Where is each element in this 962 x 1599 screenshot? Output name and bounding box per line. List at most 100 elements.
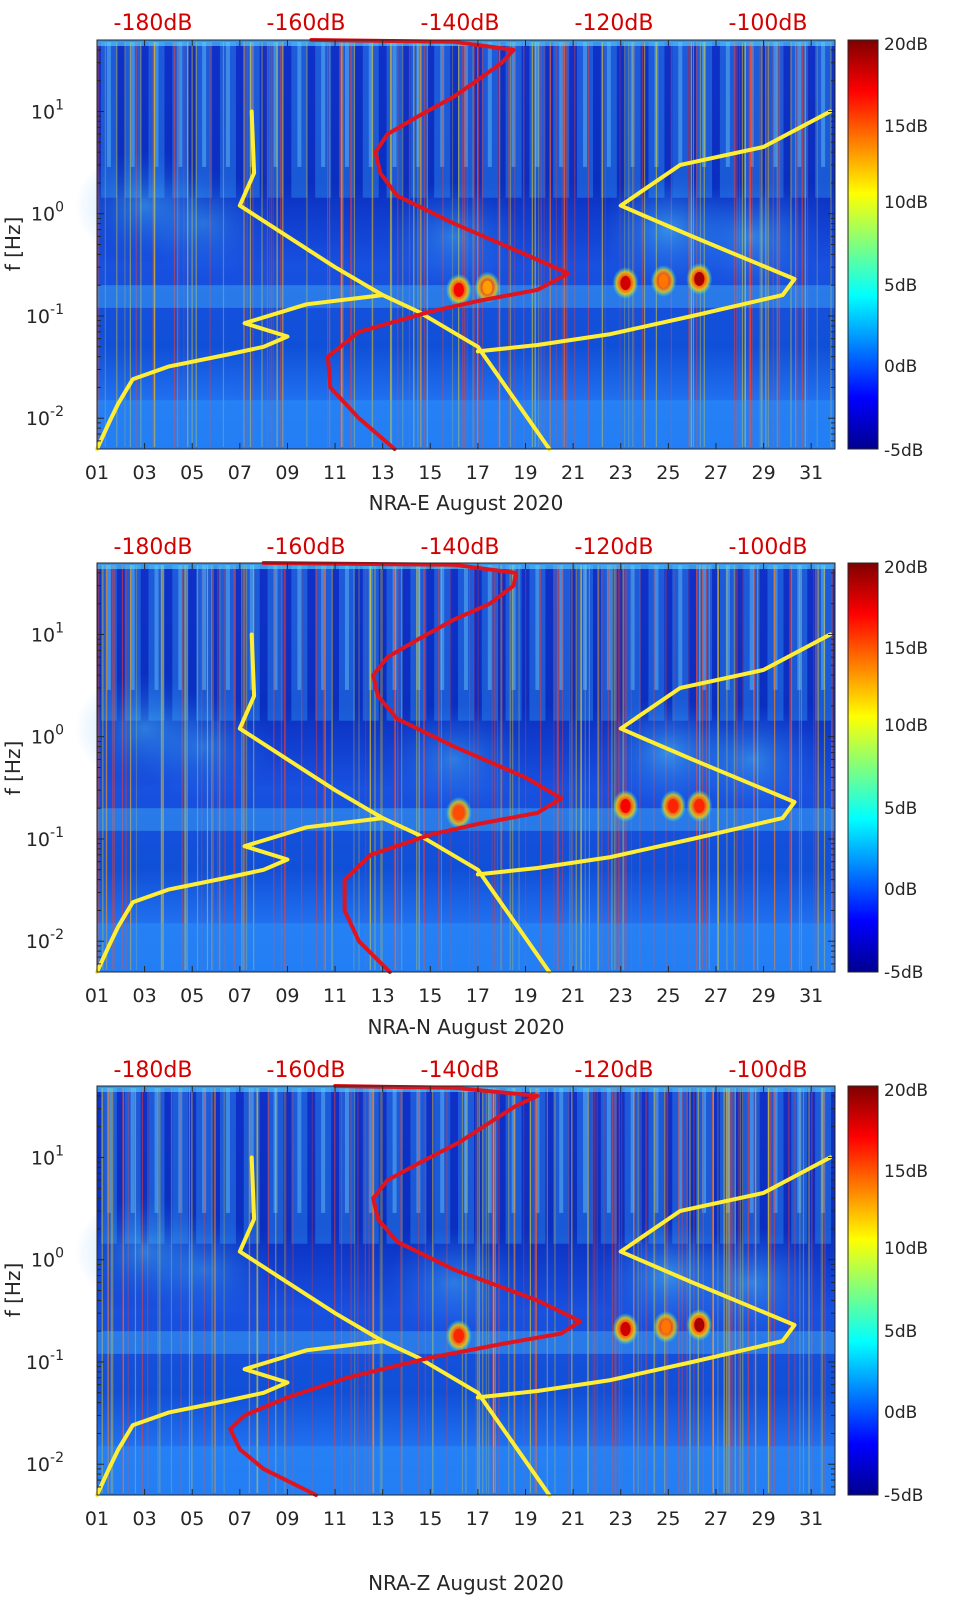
transient-line	[535, 1088, 537, 1493]
diurnal-streak	[416, 1088, 421, 1213]
y-tick-exponent: -2	[50, 927, 64, 943]
diurnal-streak	[797, 1088, 802, 1213]
diurnal-streak	[672, 42, 689, 198]
noise-blob	[134, 691, 275, 802]
diurnal-streak	[202, 42, 207, 167]
diurnal-streak	[273, 1088, 278, 1213]
y-tick-exponent: 1	[55, 1143, 64, 1159]
diurnal-streak	[702, 1088, 707, 1213]
diurnal-streak	[154, 565, 159, 690]
top-axis-label: -120dB	[575, 1058, 654, 1083]
transient-line	[584, 565, 586, 970]
transient-line	[557, 565, 560, 970]
diurnal-streak	[249, 1088, 254, 1213]
transient-line	[565, 42, 567, 447]
top-axis-label: -100dB	[729, 11, 808, 36]
transient-line	[537, 42, 540, 447]
transient-line	[315, 565, 318, 970]
transient-line	[324, 565, 326, 970]
transient-line	[282, 42, 284, 447]
diurnal-streak	[630, 565, 635, 690]
diurnal-streak	[219, 42, 236, 198]
y-axis-title: f [Hz]	[1, 1263, 25, 1318]
diurnal-streak	[606, 42, 611, 167]
diurnal-streak	[630, 1088, 635, 1213]
top-axis-label: -180dB	[114, 535, 193, 560]
diurnal-streak	[773, 1088, 778, 1213]
diurnal-streak	[767, 565, 784, 721]
colorbar-label: 20dB	[884, 35, 928, 55]
y-tick-label: 101	[31, 620, 64, 646]
diurnal-streak	[344, 42, 349, 167]
noise-blob	[681, 704, 822, 815]
diurnal-streak	[106, 565, 111, 690]
y-tick-label: 10-1	[26, 825, 64, 851]
transient-line	[371, 42, 373, 447]
colorbar-label: 0dB	[884, 880, 917, 900]
diurnal-streak	[583, 1088, 588, 1213]
y-axis-title: f [Hz]	[1, 217, 25, 272]
diurnal-streak	[815, 1088, 832, 1244]
x-tick-label: 27	[704, 462, 728, 484]
x-tick-label: 25	[656, 985, 680, 1007]
diurnal-streak	[749, 1088, 754, 1213]
diurnal-streak	[249, 42, 254, 167]
x-axis-title: NRA-N August 2020	[367, 1015, 564, 1039]
top-axis-label: -100dB	[729, 1058, 808, 1083]
diurnal-streak	[583, 42, 588, 167]
transient-line	[561, 42, 563, 447]
diurnal-streak	[678, 565, 683, 690]
transient-line	[365, 565, 367, 970]
diurnal-streak	[702, 42, 707, 167]
x-tick-label: 13	[371, 985, 395, 1007]
transient-line	[534, 42, 536, 447]
transient-line	[563, 42, 565, 447]
y-tick-base: 10	[31, 204, 55, 226]
transient-line	[369, 565, 371, 970]
noise-model-curve	[95, 1155, 552, 1497]
diurnal-streak	[577, 1088, 594, 1244]
y-tick-base: 10	[31, 624, 55, 646]
x-tick-label: 29	[751, 985, 775, 1007]
transient-line	[555, 42, 557, 447]
colorbar-label: -5dB	[884, 441, 923, 461]
y-tick-exponent: -1	[50, 302, 64, 318]
x-tick-label: 05	[180, 1508, 204, 1530]
diurnal-streak	[725, 42, 730, 167]
diurnal-streak	[273, 565, 278, 690]
transient-line	[821, 1088, 824, 1493]
diurnal-streak	[678, 1088, 683, 1213]
diurnal-streak	[321, 565, 326, 690]
diurnal-streak	[749, 42, 754, 167]
diurnal-streak	[297, 565, 302, 690]
colorbar-gradient	[847, 1085, 879, 1496]
transient-line	[280, 42, 282, 447]
x-tick-label: 03	[133, 985, 157, 1007]
diurnal-streak	[511, 42, 516, 167]
y-tick-base: 10	[26, 408, 50, 430]
transient-line	[306, 42, 308, 447]
colorbar-label: -5dB	[884, 1486, 923, 1506]
x-tick-label: 01	[85, 1508, 109, 1530]
spectrogram-texture	[74, 1086, 835, 1495]
diurnal-streak	[106, 42, 111, 167]
transient-line	[349, 42, 352, 447]
y-tick-label: 10-2	[26, 1450, 64, 1476]
transient-line	[275, 1088, 277, 1493]
y-tick-exponent: 1	[55, 620, 64, 636]
diurnal-streak	[553, 1088, 570, 1244]
top-axis-label: -180dB	[114, 11, 193, 36]
diurnal-streak	[821, 1088, 826, 1213]
y-tick-label: 10-2	[26, 927, 64, 953]
diurnal-streak	[362, 42, 379, 198]
transient-line	[276, 42, 278, 447]
diurnal-streak	[797, 565, 802, 690]
transient-line	[311, 1088, 313, 1493]
transient-line	[571, 1088, 573, 1493]
y-tick-base: 10	[31, 1250, 55, 1272]
colorbar-label: 5dB	[884, 276, 917, 296]
transient-line	[529, 1088, 531, 1493]
colorbar-label: 5dB	[884, 799, 917, 819]
